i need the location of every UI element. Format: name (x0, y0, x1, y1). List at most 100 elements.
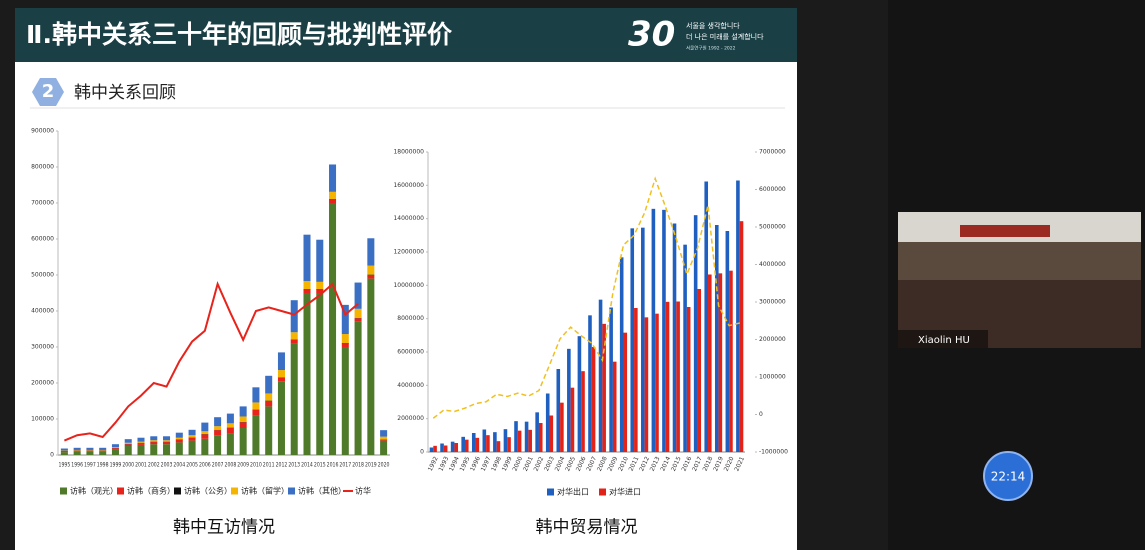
y-tick-label: 900000 (31, 128, 54, 135)
bar (517, 430, 522, 452)
x-tick-label: 2012 (276, 462, 288, 469)
y-tick-label: 2000000 (397, 415, 424, 422)
bar (86, 447, 94, 450)
video-tile: Xiaolin HU (898, 212, 1141, 348)
bar (201, 434, 209, 439)
bar (464, 439, 469, 452)
timer-text[interactable]: 22:14 (991, 470, 1026, 484)
x-tick-label: 2020 (378, 462, 390, 469)
line-series (432, 176, 740, 419)
bar (290, 339, 298, 344)
bar (493, 432, 497, 452)
bar (214, 426, 222, 430)
bar (503, 429, 508, 452)
bar (429, 447, 434, 452)
bar (329, 191, 337, 200)
bar (239, 406, 247, 417)
bar (303, 289, 311, 293)
bar (367, 278, 375, 455)
timer-circle[interactable] (983, 451, 1033, 501)
legend-swatch (288, 487, 295, 495)
bar (226, 423, 234, 428)
y-tick-label: 100000 (31, 416, 54, 423)
slide: Ⅱ.韩中关系三十年的回顾与批判性评价 30 서울을 생각합니다 더 나은 미래를… (15, 8, 797, 550)
bar (380, 436, 388, 440)
bar (693, 215, 698, 452)
x-tick-label: 2006 (199, 462, 211, 469)
bar (354, 308, 362, 318)
y-tick-label: 0 (420, 449, 424, 456)
bar (239, 422, 247, 428)
x-tick-label: 1999 (110, 462, 122, 469)
bar (672, 223, 677, 452)
bar (201, 438, 209, 455)
bar (380, 430, 388, 437)
bar (175, 437, 183, 440)
legend-swatch (599, 488, 606, 496)
participant-name: Xiaolin HU (918, 335, 970, 346)
bar (290, 343, 298, 455)
bar (163, 442, 171, 445)
bar (482, 429, 487, 452)
legend-swatch (60, 487, 67, 495)
bar (163, 444, 171, 455)
bar (528, 429, 532, 452)
bar (651, 208, 656, 452)
y2-tick-label: 6000000 (759, 186, 786, 193)
y-tick-label: 200000 (31, 380, 54, 387)
bar (111, 448, 119, 450)
y-tick-label: 14000000 (393, 215, 424, 222)
video-banner (960, 225, 1050, 237)
x-tick-label: 2018 (352, 462, 364, 469)
bar (662, 209, 666, 452)
bar (124, 442, 132, 444)
y-tick-label: 6000000 (397, 349, 424, 356)
bar (214, 417, 222, 427)
bar (226, 433, 234, 455)
bar (588, 315, 592, 452)
bar (341, 304, 349, 335)
bar (471, 433, 476, 452)
bar (290, 332, 298, 340)
bar (634, 308, 638, 452)
x-tick-label: 2019 (365, 462, 377, 469)
bar (99, 447, 107, 450)
bar (60, 448, 68, 451)
bar (524, 421, 529, 452)
bar (265, 401, 273, 407)
bar (316, 289, 324, 293)
bar (99, 450, 107, 452)
logo-line: 더 나은 미래를 설계합니다 (686, 32, 764, 41)
x-tick-label: 2003 (161, 462, 173, 469)
bar (535, 412, 539, 452)
bar (99, 451, 107, 455)
bar (380, 439, 388, 441)
bar (201, 431, 209, 435)
x-tick-label: 2016 (327, 462, 339, 469)
legend-swatch (174, 487, 181, 495)
section-badge (32, 78, 64, 106)
legend-label: 访韩（商务） (127, 486, 175, 496)
logo-line: 서울연구원 1992 - 2022 (686, 45, 736, 52)
bar (538, 423, 543, 452)
y2-tick-label: 3000000 (759, 299, 786, 306)
bar (303, 234, 311, 282)
bar (549, 415, 554, 452)
y-tick-label: 10000000 (393, 282, 424, 289)
bar (609, 307, 613, 452)
y2-tick-label: 4000000 (759, 261, 786, 268)
bar (86, 450, 94, 452)
y2-tick-label: 5000000 (759, 224, 786, 231)
bar (665, 301, 670, 452)
timer[interactable]: 22:14 (983, 451, 1033, 501)
bar (111, 444, 119, 448)
x-tick-label: 2002 (148, 462, 160, 469)
bar (73, 450, 81, 452)
bar (60, 451, 68, 453)
bar (188, 435, 196, 438)
bar (329, 203, 337, 455)
y2-tick-label: 1000000 (759, 374, 786, 381)
bar (454, 443, 459, 452)
y-tick-label: 800000 (31, 164, 54, 171)
bar (252, 410, 260, 416)
